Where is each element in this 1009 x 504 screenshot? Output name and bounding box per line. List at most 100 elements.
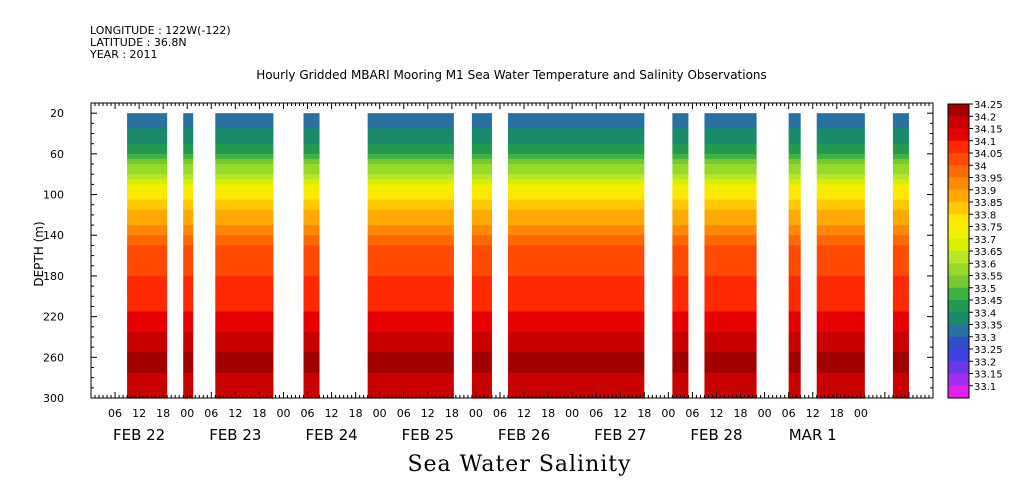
salinity-cell [816,153,865,160]
salinity-cell [816,377,865,384]
salinity-cell [788,204,801,211]
salinity-cell [507,336,645,343]
colorbar-swatch [948,128,969,142]
salinity-cell [816,179,865,185]
colorbar-swatch [948,153,969,166]
salinity-cell [127,255,168,262]
salinity-cell [367,265,454,272]
salinity-cell [367,357,454,363]
salinity-cell [215,306,274,313]
salinity-cell [788,357,801,363]
salinity-cell [816,347,865,353]
salinity-cell [788,387,801,394]
salinity-cell [788,184,801,191]
salinity-cell [672,199,689,206]
salinity-cell [471,387,492,394]
salinity-cell [788,306,801,313]
colorbar-level-label: 33.6 [974,259,996,270]
x-hour-tick-label: 12 [421,407,435,420]
colorbar-swatch [948,275,969,289]
salinity-cell [215,296,274,302]
salinity-cell [471,235,492,241]
salinity-cell [816,113,865,119]
salinity-cell [816,331,865,338]
salinity-cell [672,230,689,236]
salinity-cell [127,128,168,135]
salinity-cell [892,235,909,241]
salinity-cell [303,362,320,369]
x-axis: 06 12 18 00 06 12 18 00 06 12 18 00 06 12 18 00 06 12 18 00… [94,103,930,444]
salinity-cell [183,260,194,267]
salinity-cell [704,275,757,282]
salinity-cell [127,342,168,348]
x-hour-tick-label: 12 [806,407,820,420]
salinity-cell [788,326,801,333]
salinity-cell [788,199,801,206]
salinity-cell [507,372,645,379]
salinity-cell [704,255,757,262]
salinity-cell [303,143,320,150]
salinity-cell [471,392,492,399]
salinity-cell [704,113,757,119]
salinity-cell [127,387,168,394]
salinity-cell [507,235,645,241]
salinity-cell [704,153,757,160]
salinity-cell [127,336,168,343]
salinity-cell [672,286,689,292]
x-date-label: FEB 27 [594,426,646,444]
data-segment [303,113,320,399]
salinity-cell [892,169,909,175]
x-hour-tick-label: 06 [493,407,507,420]
x-date-label: MAR 1 [789,426,837,444]
salinity-cell [704,138,757,145]
salinity-cell [303,128,320,135]
colorbar-swatch [948,287,969,301]
salinity-cell [672,169,689,175]
salinity-cell [892,275,909,282]
colorbar-level-label: 33.8 [974,210,996,221]
salinity-cell [816,255,865,262]
salinity-cell [816,194,865,201]
salinity-cell [816,209,865,216]
salinity-cell [215,230,274,236]
salinity-cell [507,255,645,262]
y-tick-label: 20 [50,107,64,120]
salinity-cell [672,123,689,130]
salinity-cell [704,123,757,130]
salinity-cell [816,158,865,165]
salinity-cell [367,311,454,318]
salinity-cell [183,235,194,241]
x-date-label: FEB 25 [402,426,454,444]
salinity-cell [704,352,757,358]
salinity-cell [471,199,492,206]
salinity-cell [507,291,645,297]
salinity-cell [892,118,909,124]
salinity-cell [704,362,757,369]
salinity-cell [127,382,168,389]
colorbar-swatch [948,202,969,215]
x-hour-tick-label: 00 [758,407,772,420]
salinity-cell [892,199,909,206]
y-tick-label: 100 [43,189,64,202]
salinity-cell [183,362,194,369]
salinity-cell [788,174,801,180]
salinity-cell [816,382,865,389]
salinity-cell [816,230,865,236]
salinity-cell [816,240,865,247]
salinity-cell [816,235,865,241]
data-segment [127,113,168,399]
salinity-cell [788,301,801,308]
salinity-cell [672,331,689,338]
salinity-cell [816,164,865,170]
salinity-cell [127,311,168,318]
salinity-cell [215,194,274,201]
salinity-cell [892,260,909,267]
salinity-cell [183,291,194,297]
salinity-cell [183,296,194,302]
salinity-cell [215,316,274,323]
salinity-cell [367,387,454,394]
salinity-cell [471,123,492,130]
salinity-cell [507,311,645,318]
salinity-cell [672,362,689,369]
salinity-cell [303,118,320,124]
